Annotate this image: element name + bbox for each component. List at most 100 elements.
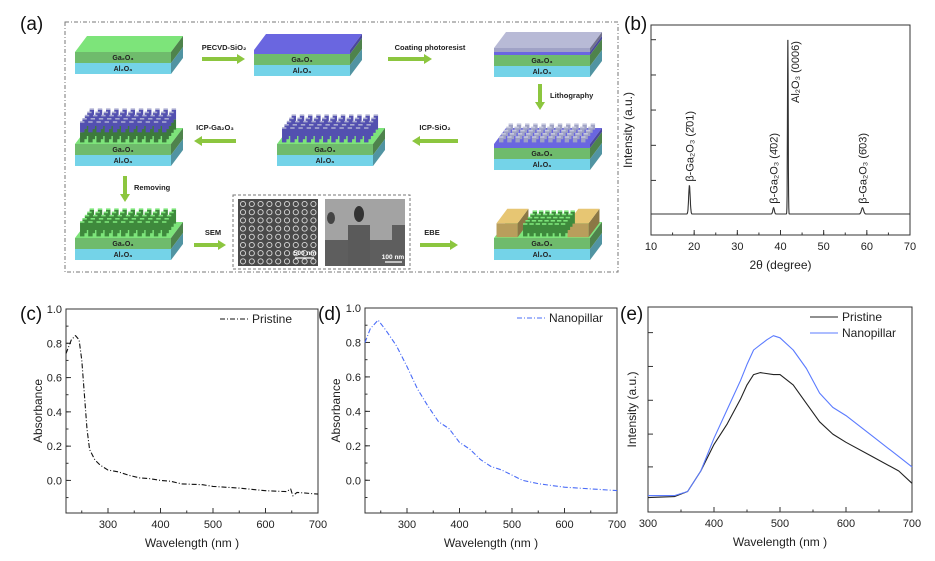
pillar [564,137,570,143]
pillar [125,216,131,230]
pillar [515,137,520,143]
pillar-top [117,214,123,217]
pillar-top [322,117,327,120]
pillar-top [88,121,93,123]
pillar [303,122,308,136]
nanopillar-dot [257,225,264,232]
pillar-top [144,211,150,214]
pillar-top [139,218,145,220]
pillar-cap [123,119,128,130]
pillar [144,212,150,227]
pillar [131,129,137,140]
pillar-cap [106,109,111,120]
pillar-top [136,211,141,214]
pillar [95,212,100,227]
peak-label: Al₂O₃ (0006) [790,41,802,103]
pillar-cap [161,112,166,123]
pillar-top [352,120,357,123]
process-arrow [388,54,432,64]
pillar-top [553,129,558,132]
pillar-top [163,108,168,110]
nanopillar-dot [310,200,317,208]
pillar-top [139,118,145,120]
pillar-top [114,108,119,110]
pillar-top [350,124,355,126]
pillar-top [297,117,302,120]
nanopillar-dot [266,250,273,257]
pillar [570,211,575,224]
pillar [153,222,159,237]
nanopillar-dot [275,258,282,265]
top-face [75,36,183,52]
pillar-cap [153,122,159,133]
pillar [572,137,578,143]
pillar-top [558,133,564,135]
nanopillar-dot [248,209,255,216]
pillar [162,222,167,237]
pillar [300,125,306,140]
pillar-cap [88,122,93,133]
x-tick-label: 60 [861,241,873,253]
y-tick-label: 0.4 [346,406,361,418]
nanopillar-dot [257,241,264,249]
pillar [101,216,106,230]
pillar [298,128,303,143]
pillar-top [327,120,333,123]
pillar-top [121,221,126,223]
layer-side [590,143,602,170]
y-tick-label: 0.0 [346,475,361,487]
pillar-top [525,123,530,125]
layer-front [75,52,171,63]
nanopillar-dot [292,250,299,257]
pillar-top [125,114,131,117]
x-tick-label: 500 [503,519,521,531]
x-tick-label: 600 [555,519,573,531]
pillar [540,137,545,143]
layer-label: Al₂O₃ [316,158,335,165]
pillar [125,126,131,136]
layer-label: Ga₂O₃ [112,55,133,62]
process-arrow [412,136,458,146]
pillar [346,118,352,133]
x-tick-label: 50 [818,241,830,253]
nanopillar-dot [248,200,255,208]
pillar-top [542,133,547,135]
pillar [503,131,509,136]
pillar [364,128,369,143]
nanopillar-dot [275,233,282,240]
nanopillar-dot [283,209,291,216]
x-tick-label: 400 [151,519,169,531]
scale-label-right: 100 nm [382,254,405,261]
pillar [103,212,109,227]
nanopillar-dot [283,241,291,249]
pillar-cap [122,109,127,120]
x-tick-label: 700 [903,518,921,530]
pillar-top [547,126,552,129]
pillar-top [106,108,111,110]
pillar [84,216,90,230]
pillar-top [109,214,114,217]
x-axis-label: Wavelength (nm ) [733,535,827,549]
layer-label: Ga₂O₃ [531,58,552,65]
pillar [571,127,577,133]
nanopillar-dot [239,241,247,249]
sem-top-view [238,199,318,266]
pillar-cap [136,112,141,123]
pillar-top [112,121,118,123]
pillar-top [544,220,549,222]
pillar-top [549,213,554,216]
pillar-top [550,220,556,222]
pillar-top [144,111,150,114]
pillar-top [147,108,152,110]
pillar [332,115,338,130]
pillar [166,216,172,230]
pillar-cap [155,109,160,120]
x-tick-label: 600 [837,518,855,530]
pillar [308,115,313,130]
pillar-cap [97,109,103,120]
pillar [577,131,583,136]
layer-label: Al₂O₃ [114,158,133,165]
pillar [145,132,151,143]
pillar-top [142,214,147,217]
step-ebe: EBE [424,228,439,237]
